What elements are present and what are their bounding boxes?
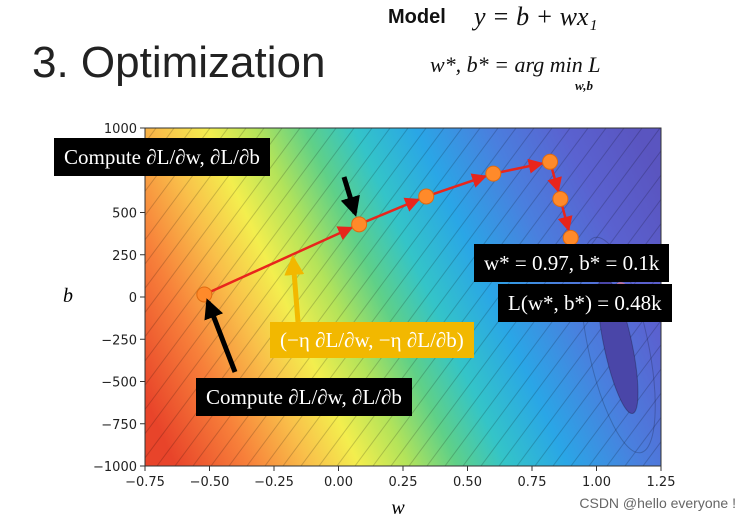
optimum-params-label: w* = 0.97, b* = 0.1k bbox=[474, 244, 670, 282]
path-point bbox=[196, 286, 213, 303]
compute-gradient-top-label: Compute ∂L/∂w, ∂L/∂b bbox=[54, 138, 270, 176]
contour-line bbox=[145, 128, 283, 314]
path-segment bbox=[493, 158, 544, 175]
x-tick-label: 1.25 bbox=[647, 475, 676, 490]
y-tick-label: −750 bbox=[101, 418, 137, 433]
model-label: Model bbox=[388, 6, 446, 28]
contour-line bbox=[606, 392, 661, 466]
contour-line bbox=[145, 128, 211, 217]
compute-top-arrow bbox=[340, 176, 360, 217]
contour-line bbox=[570, 343, 661, 466]
gradient-descent-points bbox=[196, 153, 627, 303]
contour-line bbox=[145, 128, 229, 241]
path-segment bbox=[425, 173, 488, 198]
argmin-subscript: w,b bbox=[575, 78, 593, 93]
y-tick-label: 500 bbox=[112, 207, 137, 222]
y-tick-label: −500 bbox=[101, 376, 137, 391]
y-tick-label: −250 bbox=[101, 333, 137, 348]
x-tick-label: 1.00 bbox=[582, 475, 611, 490]
contour-line bbox=[145, 128, 391, 459]
path-segment bbox=[203, 226, 354, 296]
contour-line bbox=[0, 120, 18, 470]
contour-line bbox=[145, 128, 247, 265]
contour-line bbox=[676, 120, 748, 470]
path-segment bbox=[358, 197, 421, 226]
contour-line bbox=[145, 128, 319, 362]
x-tick-label: −0.50 bbox=[190, 475, 230, 490]
contour-line bbox=[552, 319, 661, 466]
x-tick-label: −0.75 bbox=[125, 475, 165, 490]
watermark: CSDN @hello everyone ! bbox=[579, 495, 736, 511]
contour-line bbox=[0, 120, 54, 470]
contour-line bbox=[694, 120, 748, 470]
optimum-loss-label: L(w*, b*) = 0.48k bbox=[498, 284, 672, 322]
contour-line bbox=[145, 128, 355, 411]
x-axis-ticks: −0.75 −0.50 −0.25 0.00 0.25 0.50 0.75 1.00 1.25 bbox=[125, 466, 675, 490]
contour-line bbox=[0, 120, 36, 470]
y-tick-label: 0 bbox=[129, 291, 137, 306]
update-step-label: (−η ∂L/∂w, −η ∂L/∂b) bbox=[270, 322, 474, 358]
path-point bbox=[542, 153, 559, 170]
x-tick-label: −0.25 bbox=[254, 475, 294, 490]
contour-line bbox=[712, 120, 748, 470]
y-axis-label: b bbox=[63, 285, 73, 307]
y-tick-label: 1000 bbox=[104, 122, 137, 137]
page-title: 3. Optimization bbox=[32, 38, 326, 87]
argmin-equation: w*, b* = arg min L bbox=[430, 52, 601, 77]
contour-line bbox=[145, 128, 373, 435]
contour-line bbox=[145, 128, 301, 338]
x-axis-label: w bbox=[391, 497, 405, 519]
gradient-descent-path bbox=[203, 158, 573, 296]
y-tick-label: −1000 bbox=[93, 460, 137, 475]
contour-line bbox=[145, 128, 265, 290]
x-tick-label: 0.00 bbox=[324, 475, 353, 490]
model-equation: y = b + wx₁ bbox=[474, 2, 598, 31]
compute-bottom-arrow bbox=[204, 298, 238, 373]
y-tick-label: 250 bbox=[112, 249, 137, 264]
contour-line bbox=[534, 295, 661, 466]
path-point bbox=[351, 216, 368, 233]
path-point bbox=[485, 165, 502, 182]
contour-line bbox=[145, 128, 193, 193]
x-tick-label: 0.75 bbox=[518, 475, 547, 490]
path-point bbox=[552, 190, 569, 207]
update-step-arrow bbox=[284, 255, 305, 323]
x-tick-label: 0.25 bbox=[389, 475, 418, 490]
x-tick-label: 0.50 bbox=[453, 475, 482, 490]
path-point bbox=[418, 188, 435, 205]
compute-gradient-bottom-label: Compute ∂L/∂w, ∂L/∂b bbox=[196, 378, 412, 416]
